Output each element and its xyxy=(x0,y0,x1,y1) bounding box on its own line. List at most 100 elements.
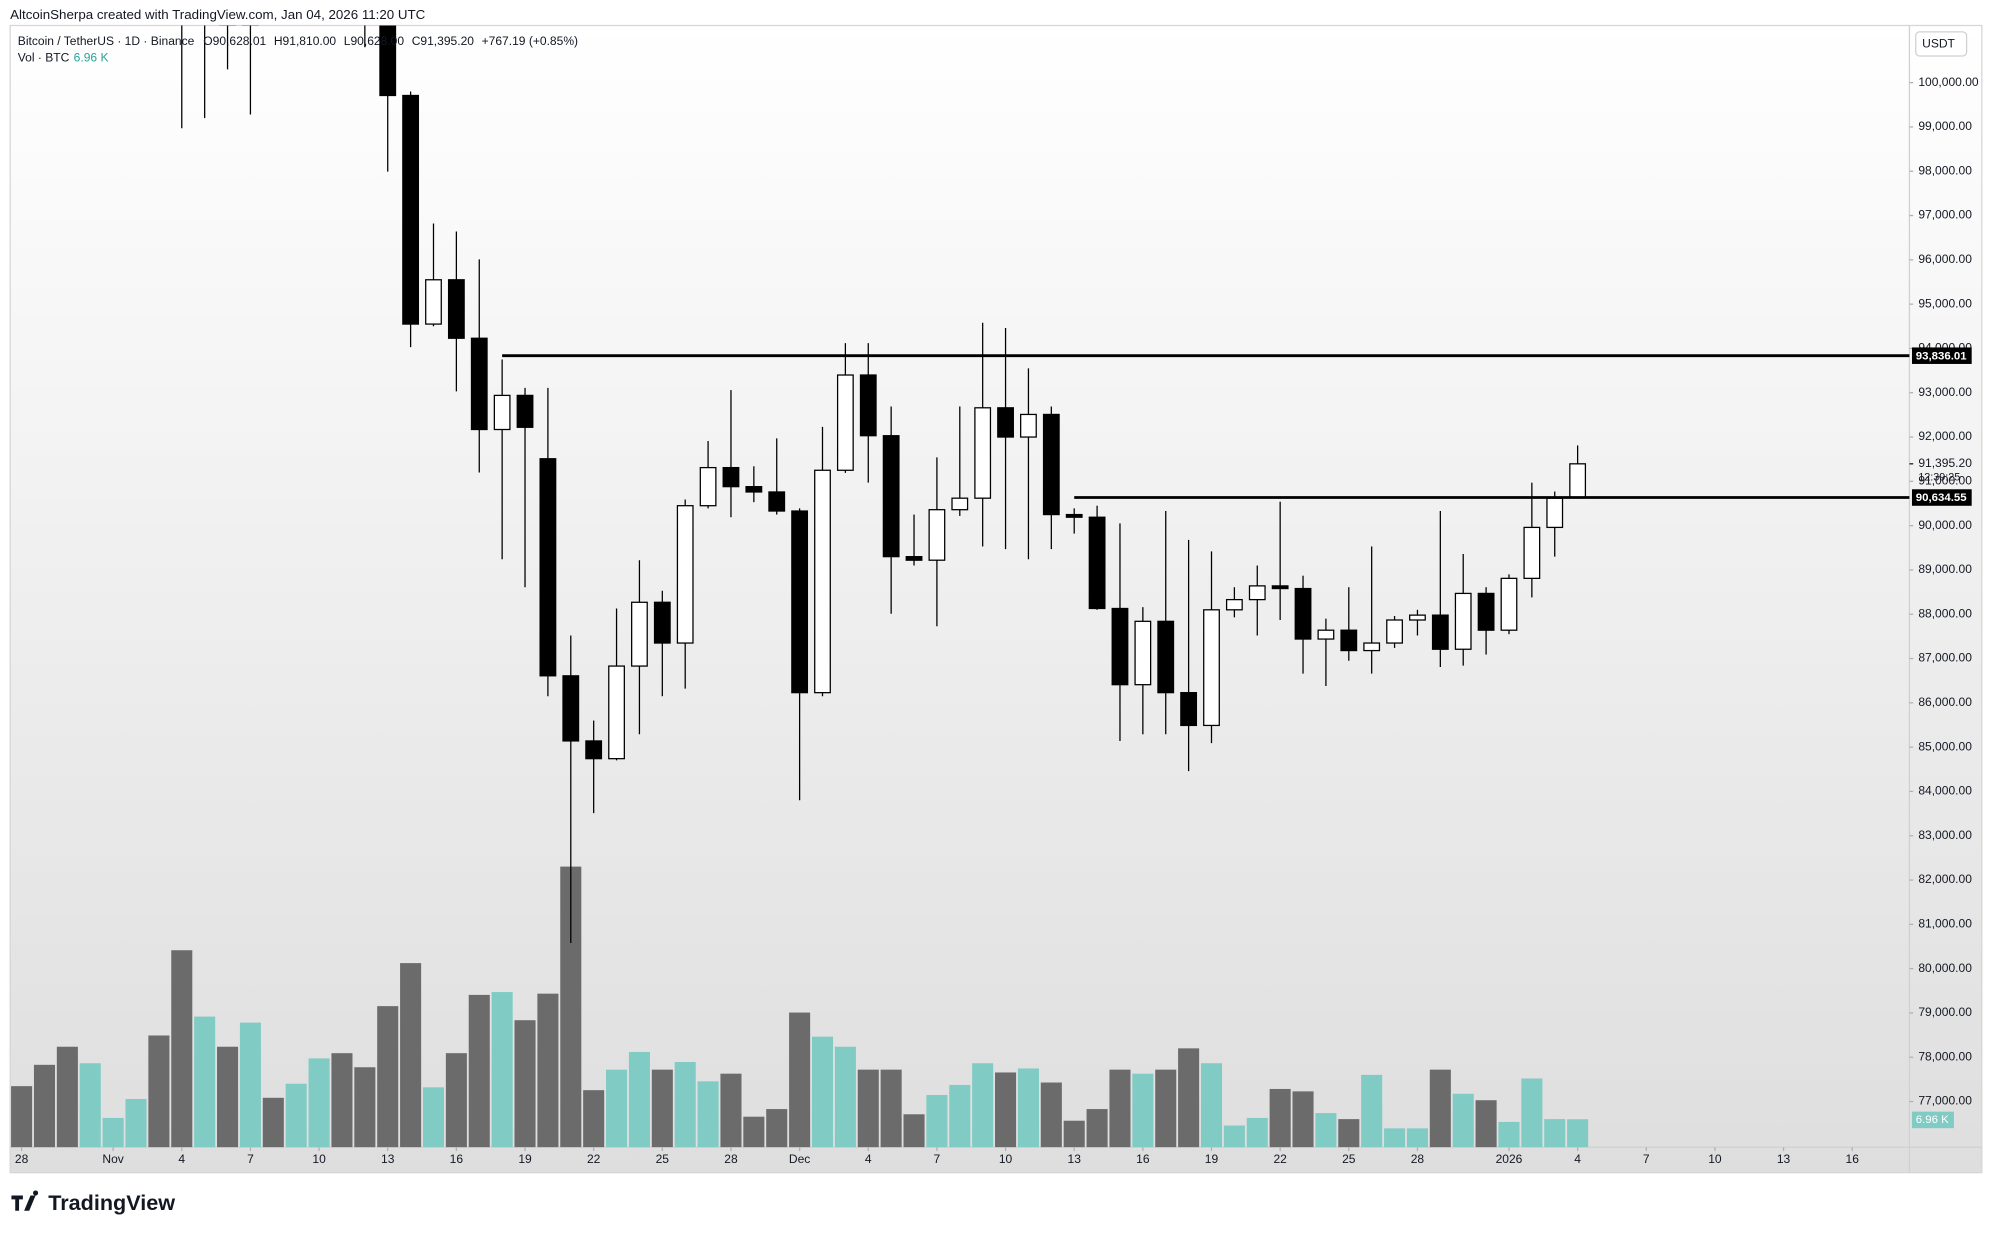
x-tick-label: 13 xyxy=(1068,1152,1082,1166)
volume-bar xyxy=(926,1094,948,1148)
candle-body xyxy=(997,407,1014,438)
candle-body xyxy=(1477,592,1495,631)
volume-axis-box xyxy=(1911,1111,1954,1129)
volume-legend-name: Vol · BTC xyxy=(18,51,70,65)
candle-body xyxy=(791,510,809,694)
y-tick-label: 93,000.00 xyxy=(1918,385,1972,399)
volume-bar xyxy=(285,1083,307,1148)
volume-bar xyxy=(400,963,422,1148)
candle-body xyxy=(1042,413,1060,516)
candle-body xyxy=(562,675,580,742)
ohlc-value: H91,810.00 xyxy=(274,34,337,48)
volume-bar xyxy=(125,1099,147,1148)
volume-bar xyxy=(308,1058,330,1148)
volume-bar xyxy=(33,1064,56,1148)
candle-body xyxy=(425,279,442,325)
volume-bar xyxy=(1223,1125,1245,1148)
currency-box xyxy=(1915,31,1968,57)
candle-body xyxy=(653,601,671,644)
volume-bar xyxy=(445,1053,467,1148)
candle-body xyxy=(814,469,831,694)
volume-bar xyxy=(1498,1121,1520,1148)
volume-bar xyxy=(720,1073,742,1148)
volume-bar xyxy=(56,1046,78,1148)
volume-bar xyxy=(262,1097,284,1148)
ohlc-value: +767.19 (+0.85%) xyxy=(482,34,578,48)
candle-body xyxy=(1363,642,1381,652)
candle-body xyxy=(1111,607,1129,686)
candle-body xyxy=(631,601,648,667)
volume-bar xyxy=(834,1046,856,1148)
candle-body xyxy=(402,94,420,325)
y-tick-label: 77,000.00 xyxy=(1918,1094,1972,1108)
volume-bar xyxy=(1200,1063,1223,1148)
volume-bar xyxy=(606,1069,628,1148)
volume-bar xyxy=(514,1020,536,1148)
candle-body xyxy=(1409,614,1426,621)
candle-body xyxy=(676,505,694,644)
volume-bar xyxy=(79,1063,101,1148)
candle-body xyxy=(539,458,557,677)
x-tick-label: Nov xyxy=(102,1152,123,1166)
volume-bar xyxy=(1155,1069,1177,1148)
volume-bar xyxy=(468,994,490,1148)
candle-body xyxy=(447,279,465,339)
volume-bar xyxy=(1246,1117,1268,1148)
level-axis-label: 93,836.01 xyxy=(1916,350,1967,362)
y-tick-label: 97,000.00 xyxy=(1918,208,1972,222)
volume-bar xyxy=(102,1117,124,1148)
volume-bar xyxy=(972,1063,994,1148)
logo-icon xyxy=(11,1190,39,1211)
volume-bar xyxy=(239,1022,261,1148)
candle-body xyxy=(493,394,511,431)
volume-bar xyxy=(1475,1100,1497,1148)
volume-bar xyxy=(811,1036,834,1148)
y-tick-label: 83,000.00 xyxy=(1918,828,1972,842)
x-tick-label: 22 xyxy=(1273,1152,1287,1166)
volume-bar xyxy=(628,1051,650,1148)
volume-bar xyxy=(560,866,582,1148)
y-tick-label: 84,000.00 xyxy=(1918,784,1972,798)
volume-bar xyxy=(1452,1093,1474,1148)
x-tick-label: 25 xyxy=(656,1152,670,1166)
countdown-label: 12:39:25 xyxy=(1918,472,1960,484)
ohlc-value: L90,628.00 xyxy=(344,34,405,48)
candle-body xyxy=(768,491,786,512)
level-axis-box xyxy=(1911,489,1972,506)
y-tick-label: 78,000.00 xyxy=(1918,1049,1972,1063)
candle-body xyxy=(1020,413,1037,438)
volume-bar xyxy=(1406,1128,1428,1148)
x-tick-label: 19 xyxy=(518,1152,532,1166)
volume-bar xyxy=(377,1006,399,1148)
x-tick-label: 28 xyxy=(724,1152,738,1166)
volume-bar xyxy=(1361,1074,1383,1148)
y-tick-label: 90,000.00 xyxy=(1918,518,1972,532)
candle-body xyxy=(836,374,854,471)
candle-body xyxy=(470,337,488,431)
volume-bar xyxy=(697,1081,719,1148)
candle-body xyxy=(951,497,969,511)
y-tick-label: 79,000.00 xyxy=(1918,1005,1972,1019)
y-tick-label: 88,000.00 xyxy=(1918,606,1972,620)
x-tick-label: 28 xyxy=(15,1152,29,1166)
x-tick-label: Dec xyxy=(789,1152,810,1166)
y-tick-label: 85,000.00 xyxy=(1918,739,1972,753)
volume-bar xyxy=(1178,1048,1200,1148)
volume-bar xyxy=(651,1069,673,1148)
volume-bar xyxy=(583,1090,605,1148)
candle-body xyxy=(1203,609,1220,727)
volume-bar xyxy=(1338,1119,1360,1148)
level-axis-label: 90,634.55 xyxy=(1916,492,1967,504)
candle-body xyxy=(1523,526,1541,579)
candle-body xyxy=(905,556,923,561)
candle-body xyxy=(974,407,992,499)
candle-body xyxy=(1248,585,1266,601)
volume-bar xyxy=(789,1012,811,1148)
x-tick-label: 25 xyxy=(1342,1152,1356,1166)
volume-bar xyxy=(903,1114,925,1148)
x-tick-label: 10 xyxy=(1708,1152,1722,1166)
last-price-label: 91,395.20 xyxy=(1918,456,1972,470)
volume-bar xyxy=(171,950,193,1148)
volume-bar xyxy=(1063,1120,1085,1148)
